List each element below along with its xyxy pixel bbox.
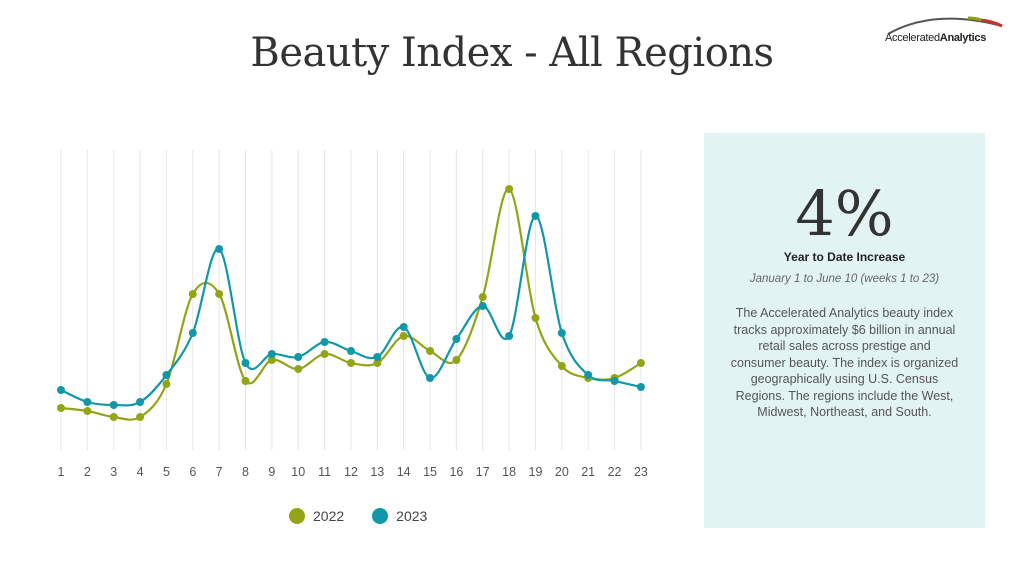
point-2022-week-12 [346,359,355,367]
logo-text-regular: Accelerated [885,32,940,44]
legend-swatch-2022 [289,508,305,524]
point-2022-week-20 [557,362,566,370]
point-2022-week-9 [267,356,276,364]
x-tick-label-10: 10 [291,465,305,479]
point-2022-week-1 [57,404,65,412]
point-2023-week-20 [557,329,566,337]
point-2023-week-17 [478,302,487,310]
point-2023-week-14 [399,323,408,331]
point-2023-week-2 [83,398,92,406]
legend-swatch-2023 [372,508,389,524]
legend-item-2022: 2022 [289,508,344,524]
point-2023-week-23 [636,383,645,391]
point-2023-week-8 [241,359,250,367]
x-tick-label-23: 23 [634,465,648,479]
x-axis-ticks: 1 2 3 4 5 6 7 8 9 10 11 12 13 14 15 16 17 18 19 20 21 22 23 [58,465,648,479]
line-chart: 1 2 3 4 5 6 7 8 9 10 11 12 13 14 15 16 17 18 19 20 21 22 23 [57,150,648,479]
point-2023-week-21 [584,371,593,379]
x-tick-label-7: 7 [216,465,223,479]
point-2023-week-6 [188,329,197,337]
ytd-increase-label: Year to Date Increase [783,250,906,264]
point-2022-week-10 [294,365,303,373]
legend-label-2023: 2023 [396,508,428,524]
point-2022-week-15 [426,347,435,355]
x-tick-label-2: 2 [84,465,91,479]
x-tick-label-14: 14 [397,465,411,479]
point-2022-week-23 [636,359,645,367]
x-tick-label-11: 11 [318,465,331,479]
point-2023-week-7 [215,245,224,253]
point-2023-week-12 [346,347,355,355]
point-2022-week-11 [320,350,329,358]
point-2022-week-8 [241,377,250,385]
x-tick-label-13: 13 [370,465,384,479]
point-2023-week-16 [452,335,461,343]
logo-text-bold: Analytics [939,32,987,44]
logo: AcceleratedAnalytics [885,32,986,44]
x-tick-label-22: 22 [608,465,622,479]
point-2023-week-4 [136,398,145,406]
date-range-note: January 1 to June 10 (weeks 1 to 23) [749,273,940,285]
point-2023-week-13 [373,353,382,361]
x-tick-label-4: 4 [137,465,144,479]
point-2023-week-15 [426,374,435,382]
chart-legend: 2022 2023 [289,508,455,524]
x-tick-label-1: 1 [58,465,65,479]
point-2022-week-14 [399,332,408,340]
index-description: The Accelerated Analytics beauty index t… [730,306,959,419]
point-2022-week-3 [109,413,118,421]
x-tick-label-19: 19 [529,465,543,479]
point-2022-week-7 [215,290,224,298]
point-2023-week-1 [57,386,65,394]
point-2023-week-3 [109,401,118,409]
point-2022-week-6 [188,290,197,298]
x-tick-label-20: 20 [555,465,569,479]
x-tick-label-15: 15 [423,465,437,479]
point-2023-week-10 [294,353,303,361]
x-tick-label-8: 8 [242,465,249,479]
ytd-increase-value: 4% [795,177,894,250]
point-2023-week-19 [531,212,540,220]
x-tick-label-5: 5 [163,465,170,479]
logo-swoosh-icon [887,16,1003,35]
point-2023-week-18 [505,332,514,340]
point-2023-week-9 [267,350,276,358]
chart-gridlines [60,150,642,450]
point-2023-week-22 [610,377,619,385]
point-2022-week-5 [162,380,171,388]
x-tick-label-6: 6 [189,465,196,479]
x-tick-label-9: 9 [268,465,275,479]
x-tick-label-21: 21 [581,465,595,479]
x-tick-label-18: 18 [502,465,516,479]
legend-label-2022: 2022 [313,508,345,524]
x-tick-label-16: 16 [449,465,463,479]
point-2023-week-11 [320,338,329,346]
point-2022-week-16 [452,356,461,364]
x-tick-label-3: 3 [110,465,117,479]
point-2022-week-13 [373,359,382,367]
summary-panel: 4% Year to Date Increase January 1 to Ju… [704,133,985,528]
point-2023-week-5 [162,371,171,379]
point-2022-week-18 [505,185,514,193]
page-title: Beauty Index - All Regions [250,30,774,76]
chart-points [57,185,645,421]
point-2022-week-17 [478,293,487,301]
point-2022-week-2 [83,407,92,415]
x-tick-label-12: 12 [344,465,358,479]
legend-item-2023: 2023 [372,508,427,524]
x-tick-label-17: 17 [476,465,490,479]
point-2022-week-19 [531,314,540,322]
point-2022-week-4 [136,413,145,421]
